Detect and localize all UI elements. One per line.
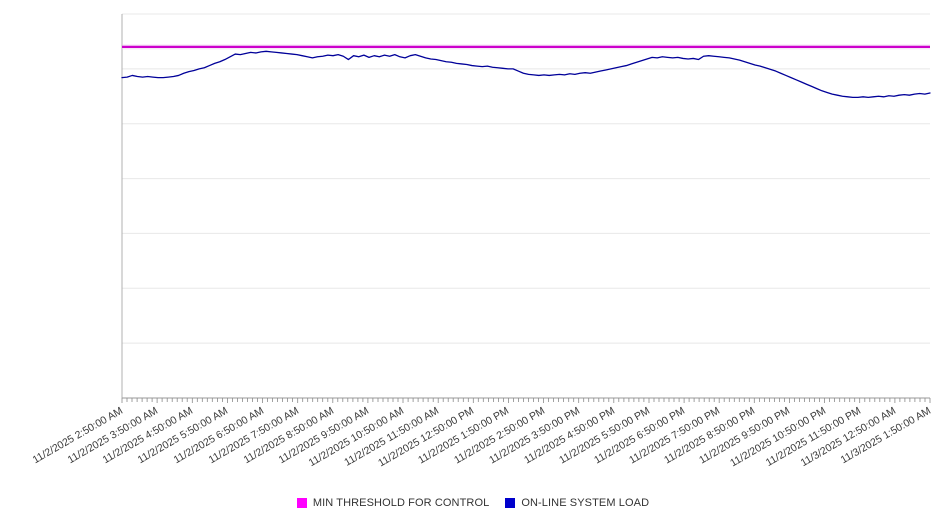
legend-color-swatch-blue: [505, 498, 516, 508]
axis-lines: [121, 14, 930, 399]
legend-label-system-load: ON-LINE SYSTEM LOAD: [521, 497, 650, 509]
legend-item-system-load[interactable]: ON-LINE SYSTEM LOAD: [505, 497, 649, 509]
legend-color-swatch-magenta: [296, 498, 307, 508]
legend-item-min-threshold[interactable]: MIN THRESHOLD FOR CONTROL: [296, 497, 490, 509]
legend-label-min-threshold: MIN THRESHOLD FOR CONTROL: [312, 497, 490, 509]
grid-lines: [122, 13, 930, 399]
chart-legend: MIN THRESHOLD FOR CONTROL ON-LINE SYSTEM…: [0, 497, 946, 509]
series-system-load-line: [121, 50, 931, 99]
x-axis-ticks: [121, 398, 931, 403]
